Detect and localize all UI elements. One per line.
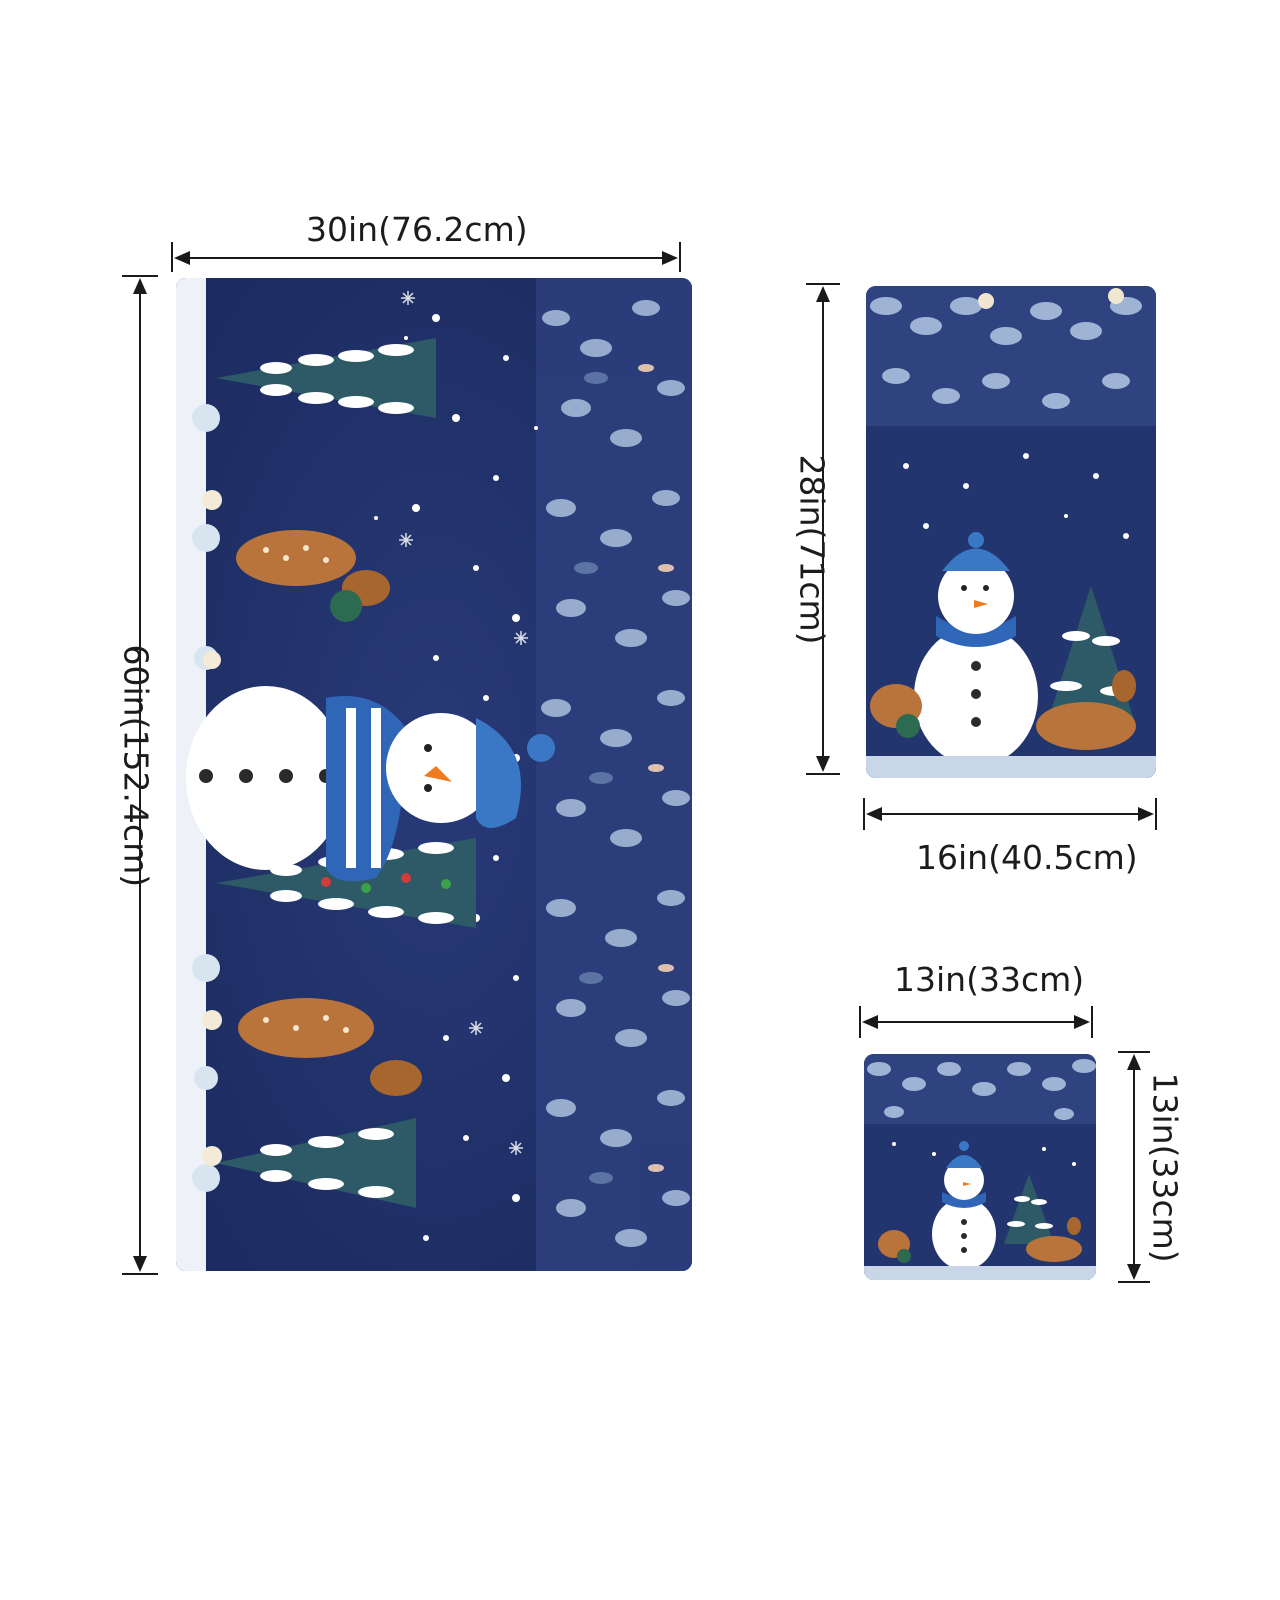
snowflake-icon: [373, 314, 538, 1241]
hand-towel-width-arrow: [863, 798, 1157, 830]
bath-towel-width-label: 30in(76.2cm): [306, 210, 528, 249]
washcloth-height-label: 13in(33cm): [1145, 1072, 1185, 1263]
washcloth-image: [864, 1054, 1096, 1280]
washcloth-width-label: 13in(33cm): [894, 960, 1085, 999]
bath-towel-height-arrow: [122, 275, 158, 1275]
snowman-icon: [932, 1141, 996, 1270]
hand-towel-width-label: 16in(40.5cm): [916, 838, 1138, 877]
deer-icon: [870, 670, 1136, 750]
pine-tree-icon: [1004, 1174, 1054, 1244]
pine-tree-icon: [216, 338, 476, 1208]
leaf-border-icon: [866, 286, 1156, 426]
deer-icon: [878, 1217, 1082, 1263]
snowman-icon: [186, 686, 555, 882]
bath-towel-width-arrow: [171, 242, 681, 272]
hand-towel-height-arrow: [806, 283, 840, 775]
leaf-border-icon: [864, 1054, 1096, 1124]
deer-icon: [236, 530, 390, 622]
washcloth-width-arrow: [859, 1006, 1093, 1038]
washcloth-height-arrow: [1118, 1051, 1150, 1283]
leaf-border-icon: [536, 278, 692, 1271]
bath-towel-image: [176, 278, 692, 1271]
hand-towel-image: [866, 286, 1156, 778]
snowman-icon: [914, 532, 1038, 766]
